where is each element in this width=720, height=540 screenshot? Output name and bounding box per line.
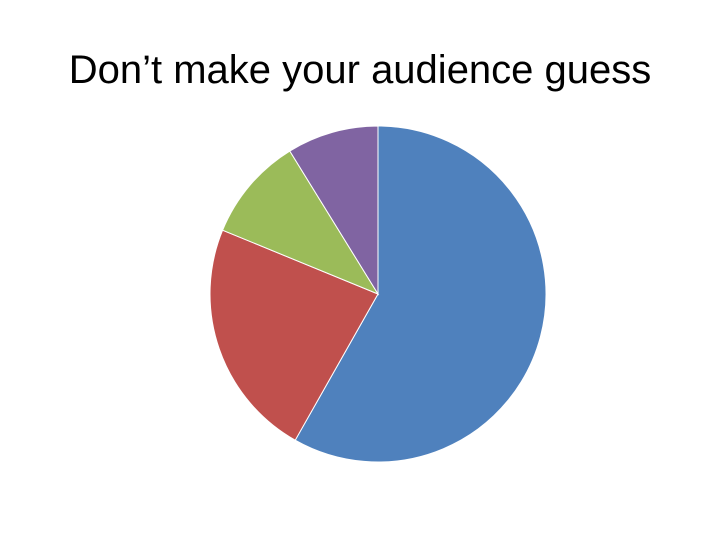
pie-slice-2 xyxy=(209,229,379,441)
pie-slice-3 xyxy=(221,150,380,296)
pie-slices xyxy=(209,125,547,463)
slide-title: Don’t make your audience guess xyxy=(68,48,652,92)
pie-slice-1 xyxy=(294,125,547,463)
pie-slice-4 xyxy=(289,125,379,296)
